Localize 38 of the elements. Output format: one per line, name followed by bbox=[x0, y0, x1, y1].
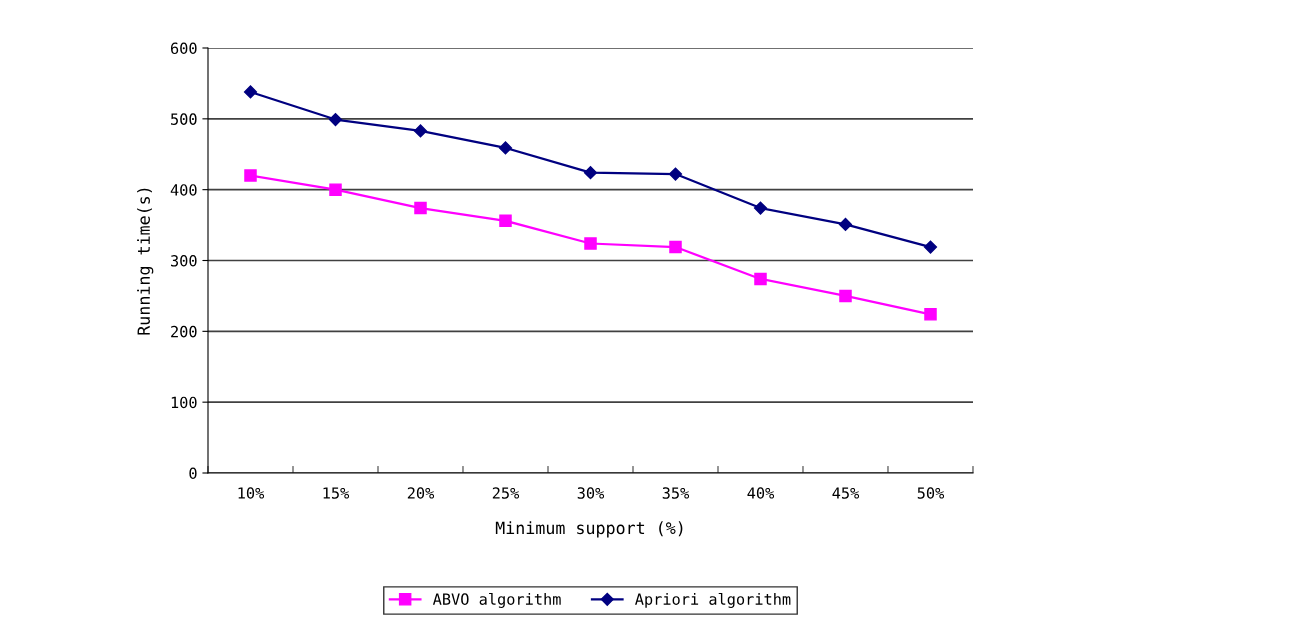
x-tick-label: 30% bbox=[577, 487, 605, 499]
y-tick-label: 0 bbox=[189, 467, 197, 480]
x-tick-label: 50% bbox=[917, 487, 945, 499]
point bbox=[328, 112, 343, 127]
point bbox=[499, 214, 512, 228]
point bbox=[753, 201, 768, 215]
x-axis-title: Minimum support (%) bbox=[495, 521, 683, 538]
y-tick-label: 600 bbox=[170, 42, 197, 55]
y-tick-label: 300 bbox=[171, 255, 197, 267]
legend-label: Apriori algorithm bbox=[635, 593, 791, 608]
x-tick-label: 20% bbox=[407, 487, 435, 499]
x-tick-label: 25% bbox=[492, 487, 520, 499]
x-tick-label: 15% bbox=[323, 487, 350, 499]
point bbox=[924, 308, 937, 321]
y-tick-label: 400 bbox=[170, 184, 197, 196]
y-tick-label: 200 bbox=[171, 325, 197, 338]
point bbox=[669, 240, 682, 254]
point bbox=[584, 237, 597, 250]
point bbox=[329, 183, 342, 196]
y-tick-label: 100 bbox=[171, 396, 197, 409]
point bbox=[839, 289, 852, 303]
x-tick-label: 40% bbox=[747, 487, 775, 499]
point bbox=[413, 124, 428, 138]
point bbox=[754, 272, 767, 286]
y-axis-title: Running time(s) bbox=[137, 188, 154, 335]
point bbox=[838, 217, 853, 231]
point bbox=[923, 240, 938, 254]
point bbox=[498, 141, 513, 155]
point bbox=[668, 167, 683, 181]
legend-label: ABVO algorithm bbox=[432, 593, 561, 608]
point bbox=[414, 201, 427, 215]
point bbox=[243, 85, 258, 99]
y-tick-label: 500 bbox=[171, 113, 197, 125]
x-tick-label: 35% bbox=[662, 487, 690, 499]
x-tick-label: 10% bbox=[238, 487, 265, 499]
point bbox=[583, 166, 598, 180]
x-tick-label: 45% bbox=[832, 487, 860, 499]
point bbox=[244, 169, 257, 182]
